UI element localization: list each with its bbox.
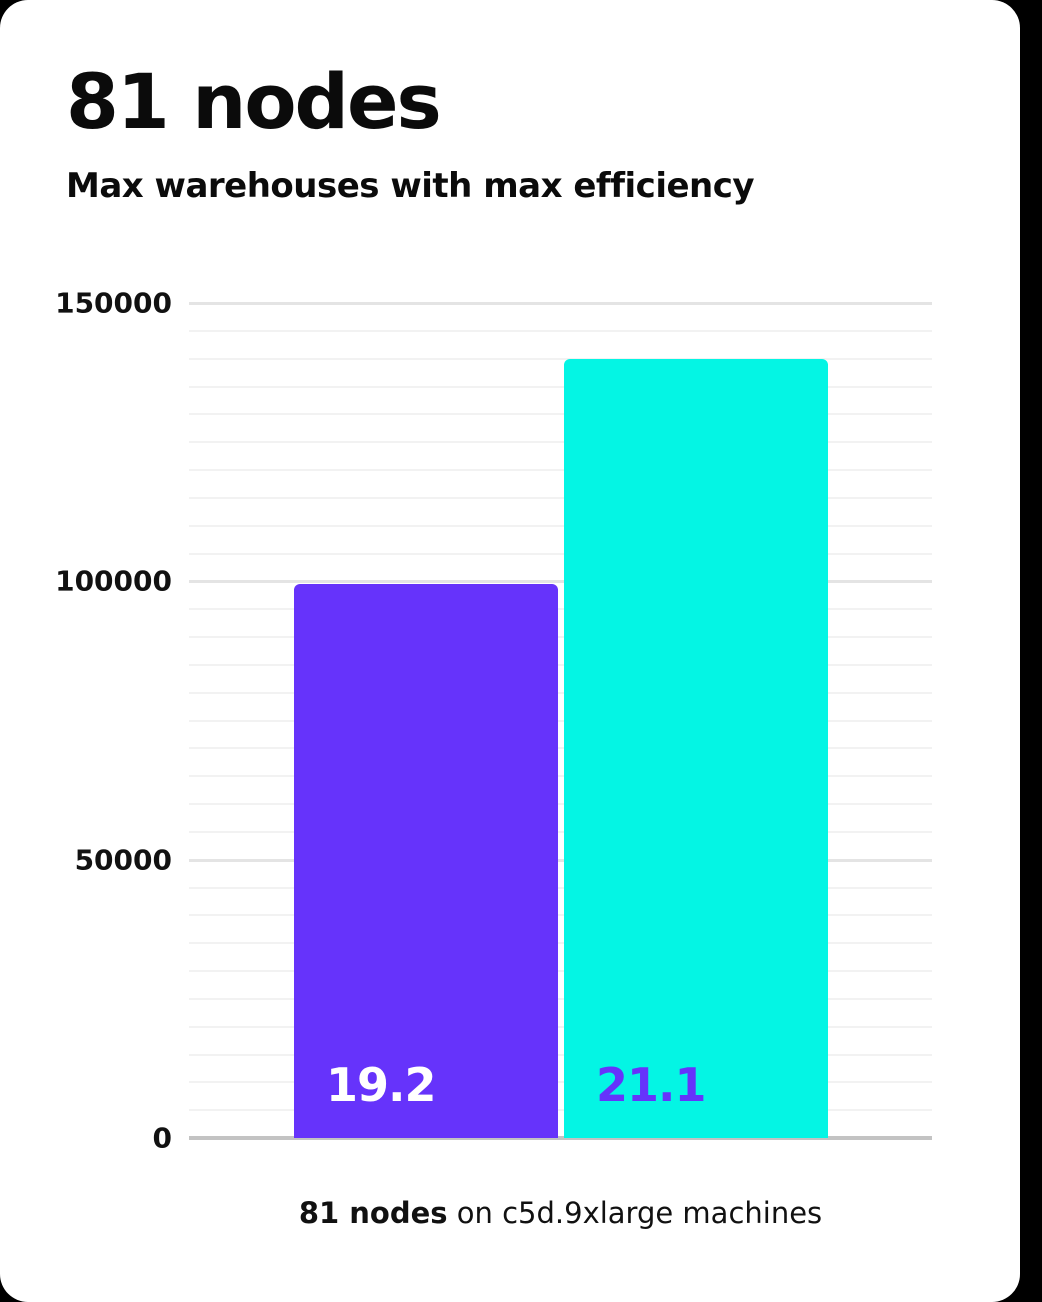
gridline [189,580,932,584]
gridline [189,942,932,945]
chart-card: 81 nodes Max warehouses with max efficie… [0,0,1020,1302]
gridline [189,858,932,862]
gridline [189,1053,932,1056]
caption-bold-text: 81 nodes [298,1196,448,1230]
y-axis-tick-labels: 0 50000 100000 150000 [0,287,172,1155]
gridline [189,1109,932,1112]
gridline [189,914,932,917]
bar-chart-plot-area: 19.2 21.1 [189,302,932,1140]
x-axis-baseline [189,1136,932,1140]
y-tick-label: 150000 [55,286,172,320]
page-title: 81 nodes [66,57,442,146]
gridline [189,636,932,638]
caption-regular-text: on c5d.9xlarge machines [447,1196,823,1230]
gridline [189,524,932,527]
gridline [189,1025,932,1028]
bar-2: 21.1 [564,358,828,1138]
gridline [189,803,932,805]
gridline [189,886,932,889]
y-tick-label: 100000 [55,564,172,598]
gridline [189,302,932,305]
gridline [189,329,932,332]
gridline [189,385,932,388]
bar-value-label: 21.1 [596,1058,706,1112]
gridline [189,747,932,750]
gridline [189,663,932,666]
gridline [189,608,932,611]
page-subtitle: Max warehouses with max efficiency [66,166,755,206]
gridline [189,691,932,694]
gridline [189,970,932,972]
gridline [189,1081,932,1084]
y-tick-label: 50000 [74,843,172,877]
gridline [189,830,932,833]
gridline [189,441,932,444]
gridline [189,413,932,416]
gridline [189,552,932,555]
gridline [189,357,932,360]
gridline [189,997,932,1000]
gridline [189,496,932,499]
chart-caption: 81 nodes on c5d.9xlarge machines [189,1196,932,1230]
gridline [189,775,932,778]
bar-value-label: 19.2 [326,1058,436,1112]
gridline [189,719,932,722]
bar-1: 19.2 [294,584,558,1138]
y-tick-label: 0 [152,1121,172,1155]
gridline [189,469,932,471]
